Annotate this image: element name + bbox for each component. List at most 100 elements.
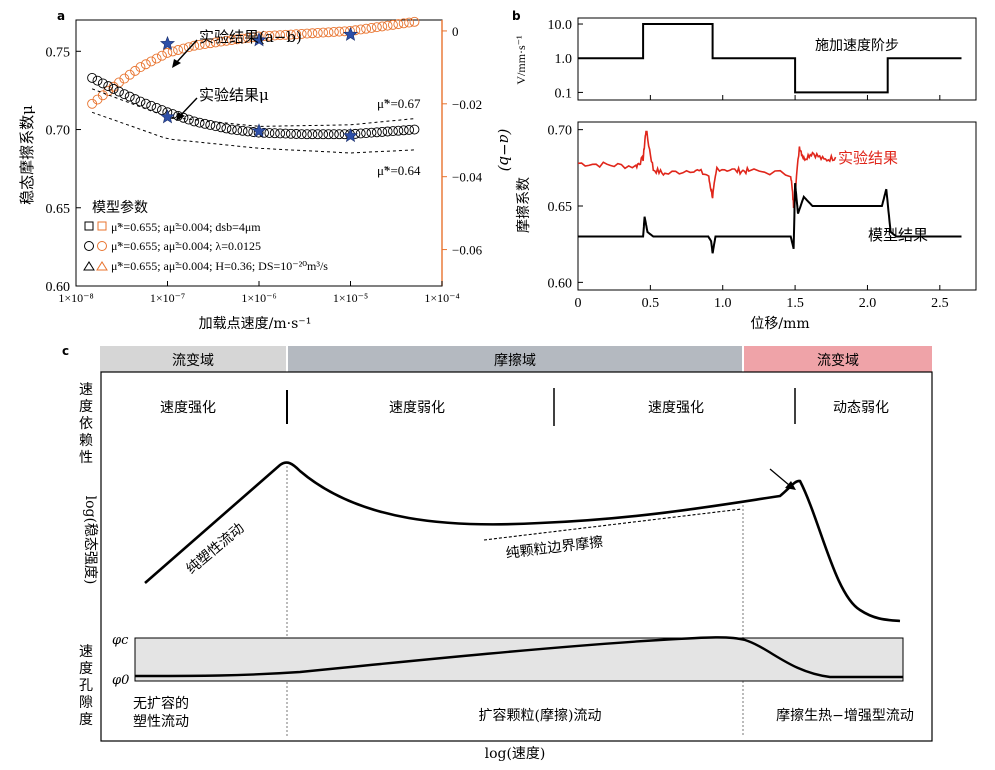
ab-model-marker — [307, 28, 318, 39]
peak-arrowhead — [785, 481, 796, 490]
panel-a-y-tick-label: 0.75 — [46, 45, 71, 60]
ab-model-marker — [285, 29, 296, 40]
legend-title: 模型参数 — [92, 199, 148, 216]
panel-a-y2-tick-label: −0.02 — [452, 97, 482, 112]
panel-a-y-tick-label: 0.65 — [46, 202, 71, 217]
ab-model-marker — [328, 26, 339, 37]
mu-model-marker — [130, 94, 141, 105]
ab-model-marker — [167, 46, 178, 57]
phi-0-label: φ0 — [112, 673, 129, 688]
ab-model-marker — [178, 43, 189, 54]
panel-a-x-tick-label: 1×10⁻⁷ — [150, 291, 185, 305]
band-friction — [288, 346, 742, 372]
panel-a-experiment-stars — [159, 26, 359, 143]
ab-model-marker — [275, 30, 286, 41]
ab-model-marker — [318, 27, 329, 38]
annotation-ab: 实验结果(a−b) — [199, 28, 302, 46]
experiment-mu-star — [251, 123, 267, 138]
dashed-bound-line — [91, 111, 415, 154]
mu-model-marker — [103, 81, 114, 92]
porosity-curve — [134, 636, 903, 679]
panel-a-y2-tick-label: 0 — [452, 24, 459, 39]
panel-c-xlabel: log(速度) — [485, 746, 546, 762]
mu-model-marker — [393, 125, 404, 136]
strength-curve — [144, 461, 901, 623]
experiment-ab-star — [251, 32, 267, 47]
ab-model-marker — [146, 56, 157, 67]
label-mu-064: μ̃*=0.64 — [377, 163, 421, 178]
vertical-char: 赖 — [79, 433, 93, 449]
ab-model-marker — [135, 62, 146, 73]
panel-a-y2-ticks: 0 −0.02 −0.04 −0.06 — [442, 24, 483, 258]
ab-model-marker — [371, 22, 382, 33]
band-rheology-left — [100, 346, 286, 372]
annotation-mu-arrow — [179, 97, 198, 117]
ab-model-marker — [302, 28, 312, 39]
ab-model-marker — [393, 19, 404, 30]
panel-c-ylabel: log(稳态强度) — [82, 496, 98, 585]
panel-b-x-tick-label: 1.0 — [714, 296, 732, 311]
ab-model-marker — [124, 69, 135, 80]
mu-model-marker — [87, 72, 98, 83]
mu-model-marker — [302, 129, 312, 140]
panel-a-y2-tick-label: −0.06 — [452, 243, 483, 258]
panel-b-top-y-tick-label: 0.1 — [555, 86, 573, 101]
panel-b-top-y-tick-label: 1.0 — [555, 52, 573, 67]
panel-b-top-y-ticks: 10.0 1.0 0.1 — [548, 18, 583, 101]
regime-3: 速度强化 — [648, 400, 704, 416]
panel-b-x-ticks: 0 0.5 1.0 1.5 2.0 2.5 — [575, 95, 949, 311]
panel-a-y-tick-label: 0.60 — [46, 280, 71, 295]
mu-model-marker — [328, 129, 339, 140]
panel-b-experiment-label: 实验结果 — [838, 149, 898, 167]
panel-a-y2-tick-label: −0.04 — [452, 170, 483, 185]
ab-model-marker — [409, 16, 420, 27]
ab-model-marker — [157, 50, 167, 61]
peak-arrow — [769, 468, 790, 486]
mu-model-marker — [140, 98, 151, 109]
label-plastic-flow: 纯塑性流动 — [183, 520, 247, 577]
mu-model-marker — [124, 91, 135, 102]
granular-friction-dashed — [483, 508, 743, 541]
vertical-char: 度 — [79, 399, 93, 415]
panel-b-bottom-y-tick-label: 0.70 — [548, 124, 573, 139]
mu-model-marker — [285, 128, 296, 139]
vertical-char: 速 — [79, 644, 93, 660]
mu-model-marker — [135, 96, 146, 107]
vertical-char: 度 — [79, 712, 93, 728]
mu-model-marker — [312, 129, 323, 140]
mu-model-marker — [146, 100, 157, 111]
mu-model-marker — [199, 118, 210, 129]
panel-b-bottom-ylabel: 摩擦系数 — [515, 177, 532, 233]
ab-model-marker — [377, 21, 388, 32]
mu-model-marker — [280, 128, 291, 139]
band-right-label: 流变域 — [817, 353, 859, 369]
ab-model-marker — [194, 39, 205, 50]
mu-model-marker — [361, 128, 372, 139]
mu-model-marker — [291, 129, 302, 139]
panel-a-y-ticks: 0.60 0.65 0.70 0.75 — [46, 45, 81, 295]
regime-4: 动态弱化 — [833, 400, 889, 416]
legend-circle-black — [84, 241, 94, 251]
mu-model-marker — [108, 83, 119, 94]
legend-circle-orange — [97, 241, 107, 251]
panel-b-x-tick-label: 2.0 — [859, 296, 877, 311]
panel-b-bottom-y-ticks: 0.70 0.65 0.60 — [548, 124, 583, 291]
panel-c-frame — [100, 371, 933, 742]
panel-a-ylabel: 稳态摩擦系数μ — [18, 105, 36, 205]
ab-model-marker — [382, 20, 393, 31]
panel-a-dashed-bounds — [91, 88, 415, 154]
ab-model-marker — [264, 30, 275, 41]
ab-model-marker — [226, 35, 237, 45]
phi-c-label: φc — [112, 633, 129, 648]
experiment-friction-line — [577, 130, 837, 209]
vertical-char: 度 — [79, 661, 93, 677]
panel-a-y-tick-label: 0.70 — [46, 124, 71, 139]
ab-model-marker — [355, 24, 366, 35]
ab-model-marker — [130, 65, 141, 76]
ab-model-marker — [312, 27, 323, 38]
experiment-ab-star — [159, 35, 176, 50]
ab-model-marker — [232, 34, 243, 45]
